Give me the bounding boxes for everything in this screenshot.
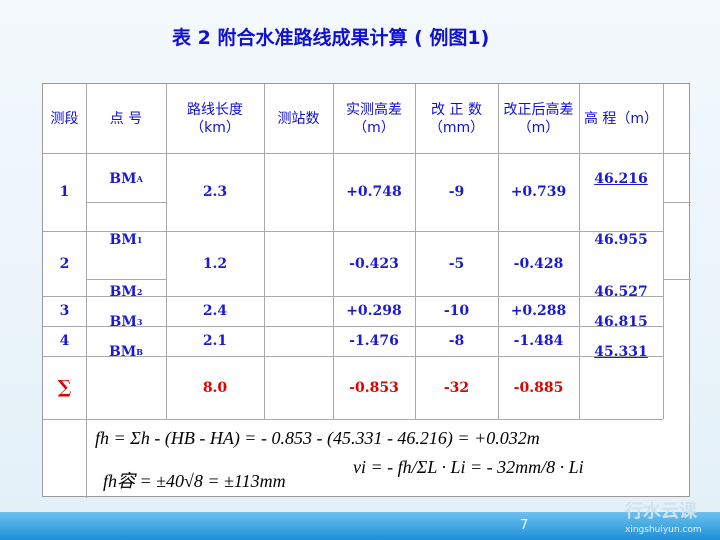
elevation: 46.815 [594,314,648,330]
header-cell: 点 号 [109,111,143,127]
total-measured: -0.853 [349,379,399,396]
rule [43,153,691,154]
header-cell: 改 正 数（mm） [428,102,485,136]
cell-measured: +0.748 [346,184,402,200]
total-corrected: -0.885 [513,379,564,396]
elevation: 46.955 [594,232,648,248]
table: 测段 点 号 路线长度（km） 测站数 实测高差（m） 改 正 数（mm） 改正后高差（m）… [42,83,691,498]
point-sub: B [136,347,144,357]
rule [43,356,663,357]
point-name: BM 3 [86,312,166,332]
rule [43,419,663,420]
cell-id: 3 [59,303,70,319]
rule [264,84,265,419]
cell-correction: -10 [443,303,470,319]
header-cell: 测站数 [277,111,320,127]
header-cell: 高 程（m） [583,111,659,127]
cell-length: 2.3 [202,184,228,200]
rule [663,84,664,419]
cell-corrected: -0.428 [513,255,564,272]
watermark-url: xingshuiyun.com [625,525,702,535]
cell-corrected: -1.484 [513,333,564,349]
title: 表 2 附合水准路线成果计算 ( 例图1) [172,27,490,49]
point-name-text: BM [109,314,137,330]
cell-length: 2.4 [202,303,228,319]
point-sub: 3 [136,317,143,327]
rule [579,84,580,419]
elevation: 45.331 [594,344,648,360]
formula: fh容 = ±40√8 = ±113mm [103,471,286,491]
cell-corrected: +0.288 [510,303,567,319]
footer-band [0,512,720,540]
point-name-text: BM [109,284,137,300]
rule [86,84,87,498]
rule [415,84,416,419]
point-name: BM A [86,169,166,189]
rule [43,231,663,232]
rule [166,84,167,419]
rule [86,279,166,280]
point-name-text: BM [109,171,137,187]
total-symbol: ∑ [57,377,72,398]
elevation: 46.527 [594,284,648,300]
point-name-text: BM [108,344,137,360]
cell-id: 1 [59,184,70,200]
cell-measured: -1.476 [349,333,399,349]
formula: fh = Σh - (HB - HA) = - 0.853 - (45.331 … [95,428,540,448]
cell-length: 2.1 [202,333,228,349]
cell-corrected: +0.739 [510,184,567,200]
header-cell: 测段 [50,111,79,127]
cell-length: 1.2 [202,255,228,272]
point-name: BM 2 [86,282,166,302]
rule [663,202,691,203]
header-cell: 路线长度（km） [187,102,243,136]
rule [663,279,691,280]
cell-measured: +0.298 [346,303,402,319]
rule [86,202,166,203]
cell-measured: -0.423 [349,255,399,272]
header-cell: 实测高差（m） [346,102,402,136]
point-sub: A [136,174,143,184]
rule [333,84,334,419]
cell-correction: -9 [448,184,465,200]
rule [43,326,663,327]
total-correction: -32 [443,379,470,396]
rule [498,84,499,419]
header-cell: 改正后高差（m） [503,102,574,136]
cell-correction: -5 [448,255,465,272]
page-number: 7 [520,518,529,533]
point-sub: 1 [136,235,143,245]
elevation: 46.216 [594,171,648,187]
cell-id: 4 [59,333,70,349]
cell-id: 2 [59,255,70,272]
point-name: BM B [86,342,166,362]
point-name-text: BM [109,232,137,248]
rule [43,296,663,297]
watermark: 行水云课 [625,501,697,522]
point-sub: 2 [136,287,143,297]
total-length: 8.0 [202,379,228,396]
point-name: BM 1 [86,230,166,250]
formula: νi = - fh/ΣL · Li = - 32mm/8 · Li [353,457,584,477]
cell-correction: -8 [448,333,465,349]
